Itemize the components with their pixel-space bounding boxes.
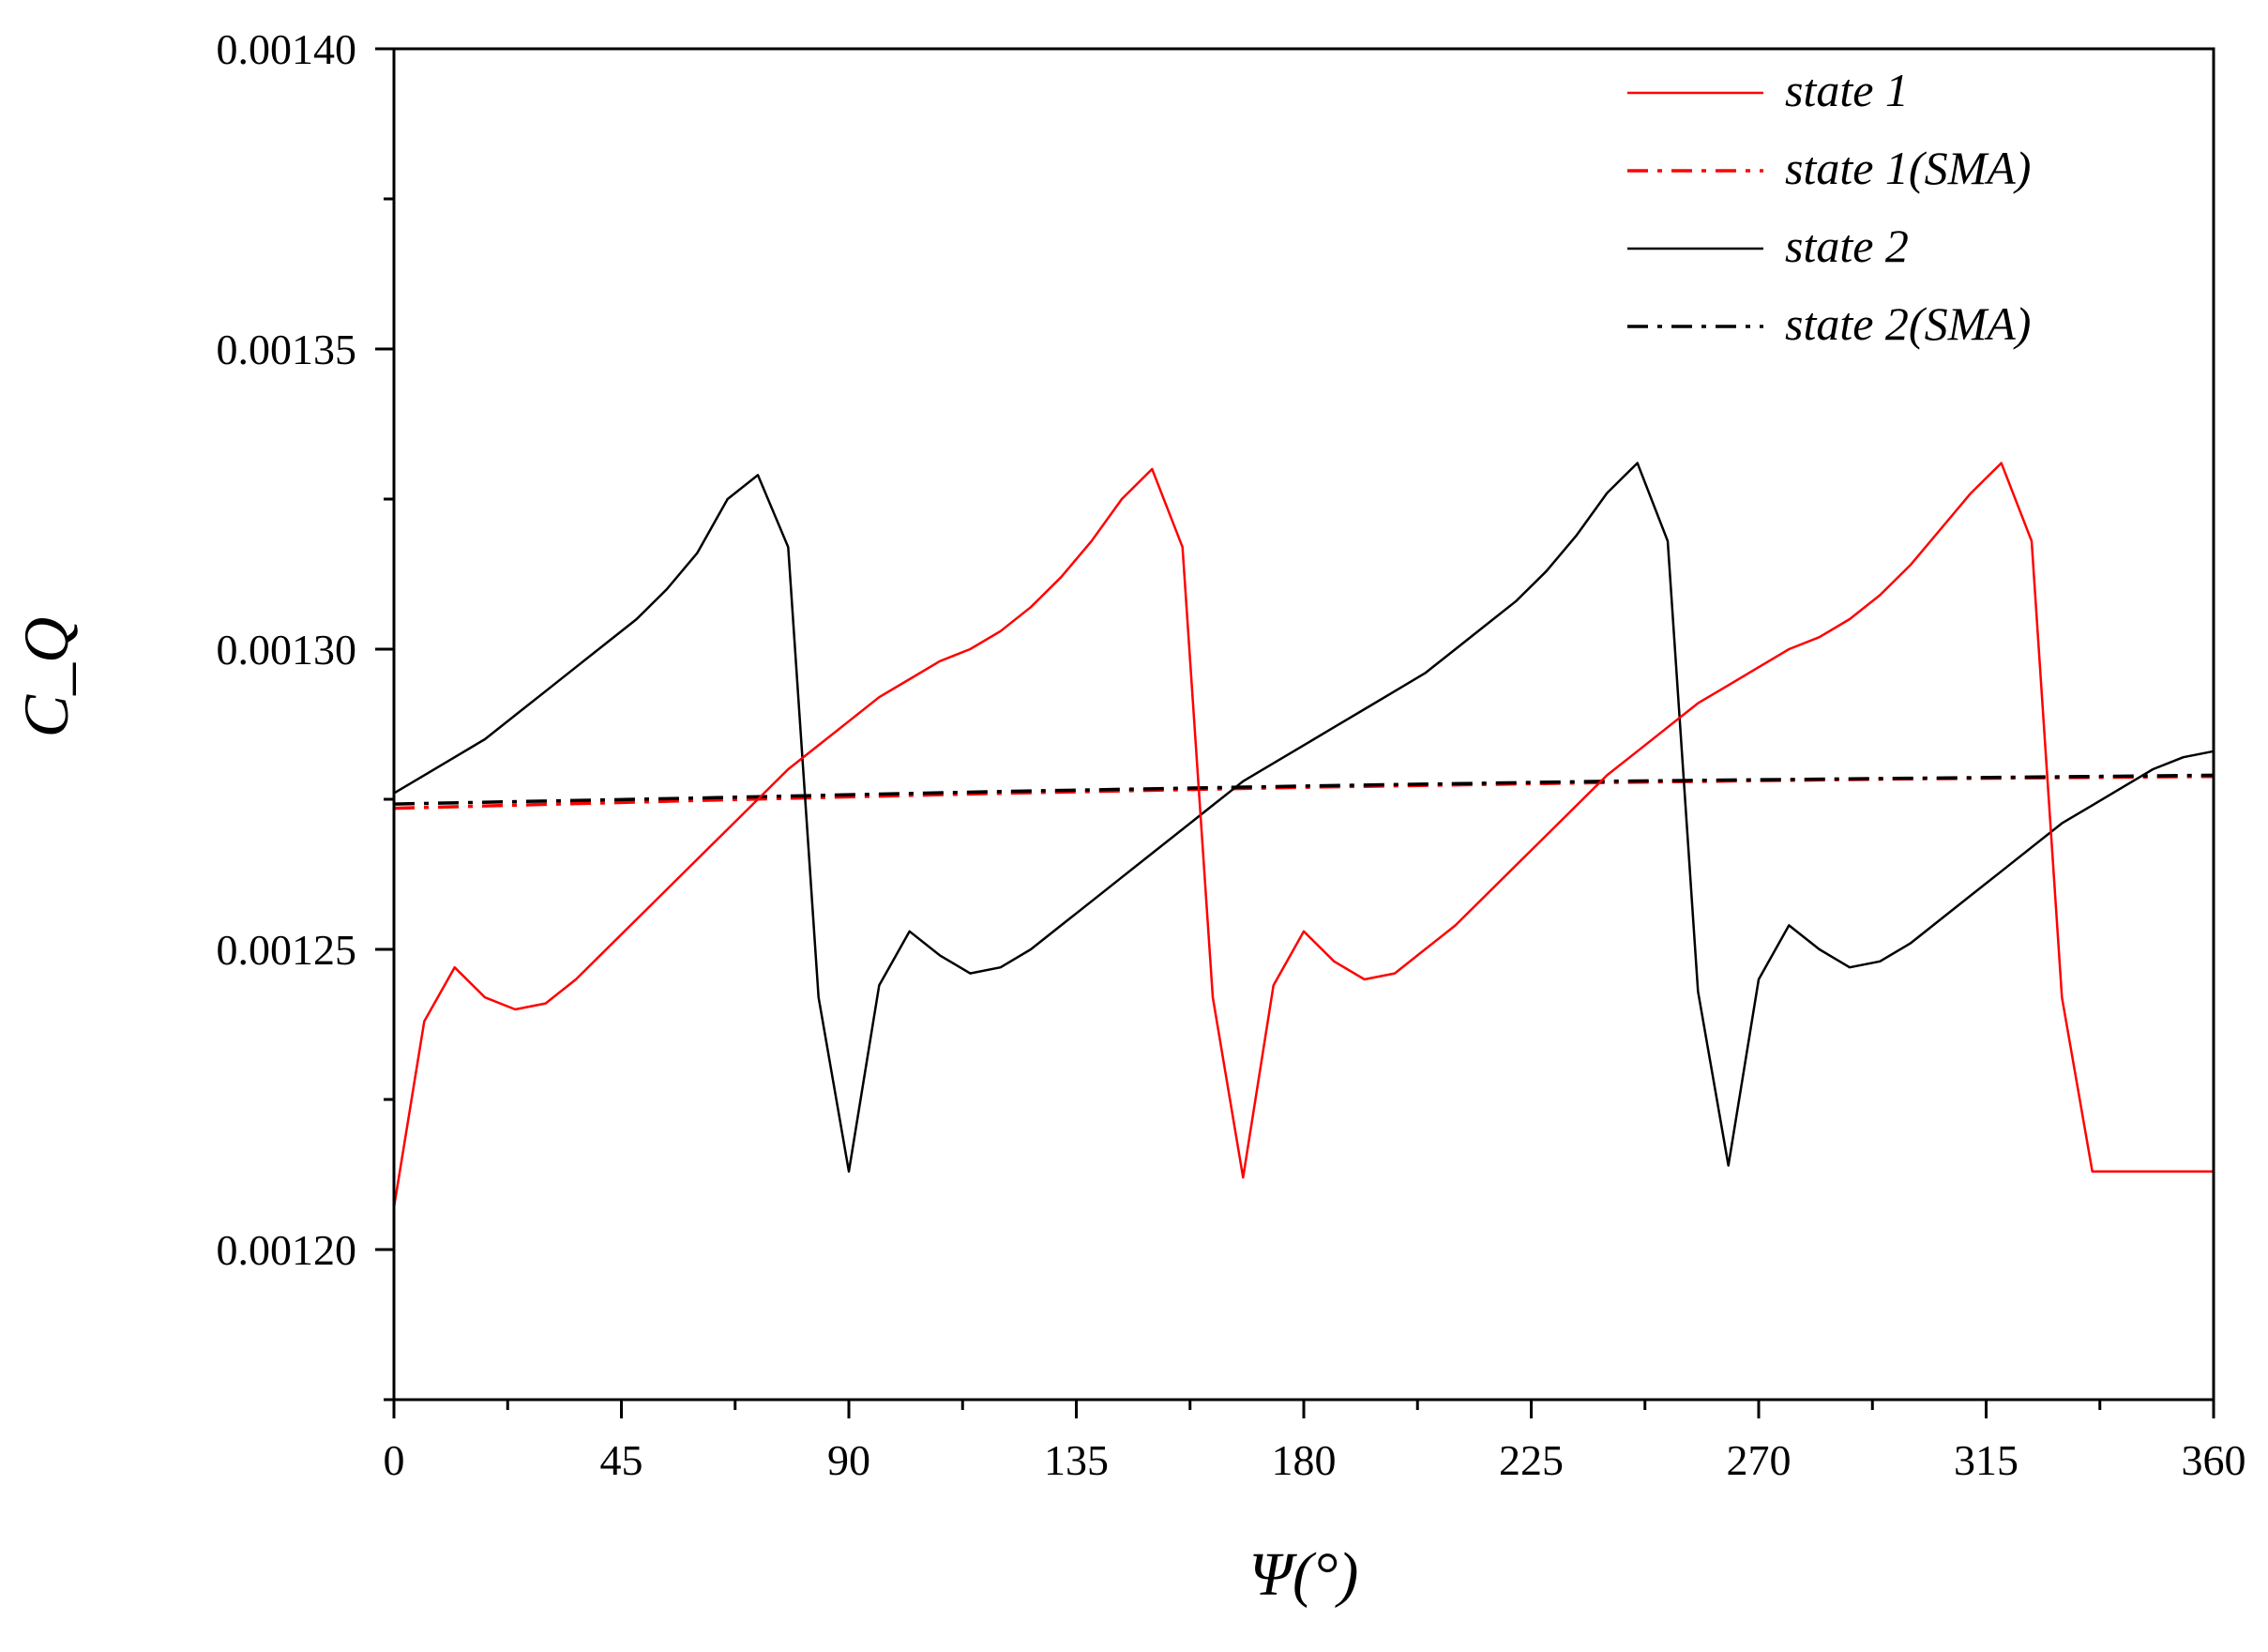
series-line-state-1: [392, 462, 2214, 1208]
x-tick-label: 45: [600, 1436, 643, 1484]
x-tick-label: 360: [2182, 1436, 2246, 1484]
y-tick-label: 0.00135: [217, 326, 357, 373]
series-line-state-2-sma: [393, 773, 2215, 806]
series-line-state-1-sma: [393, 774, 2215, 811]
x-tick-label: 135: [1044, 1436, 1109, 1484]
x-axis-title: Ψ(°): [1249, 1540, 1359, 1609]
y-tick-label: 0.00125: [217, 926, 357, 974]
y-tick-label: 0.00120: [217, 1226, 357, 1274]
x-tick-label: 0: [384, 1436, 405, 1484]
y-axis-title: C_Q: [10, 617, 82, 737]
x-axis-ticks: 0 45 90 135 180 225 270 315 360: [384, 1400, 2246, 1484]
legend-label: state 1(SMA): [1785, 142, 2031, 194]
x-tick-label: 90: [827, 1436, 870, 1484]
series-line-state-2: [393, 462, 2215, 1174]
x-tick-label: 270: [1727, 1436, 1792, 1484]
y-axis-ticks: 0.00120 0.00125 0.00130 0.00135 0.00140: [217, 25, 394, 1402]
y-tick-label: 0.00140: [217, 25, 357, 73]
legend-label: state 1: [1785, 64, 1909, 116]
x-tick-label: 315: [1954, 1436, 2019, 1484]
x-tick-label: 225: [1499, 1436, 1564, 1484]
y-tick-label: 0.00130: [217, 626, 357, 674]
legend-label: state 2(SMA): [1785, 297, 2031, 350]
legend-label: state 2: [1785, 220, 1909, 272]
plot-lines: [392, 462, 2215, 1208]
plot-frame: [392, 47, 2215, 1402]
x-tick-label: 180: [1272, 1436, 1337, 1484]
legend: state 1 state 1(SMA) state 2 state 2(SMA): [1627, 64, 2031, 350]
